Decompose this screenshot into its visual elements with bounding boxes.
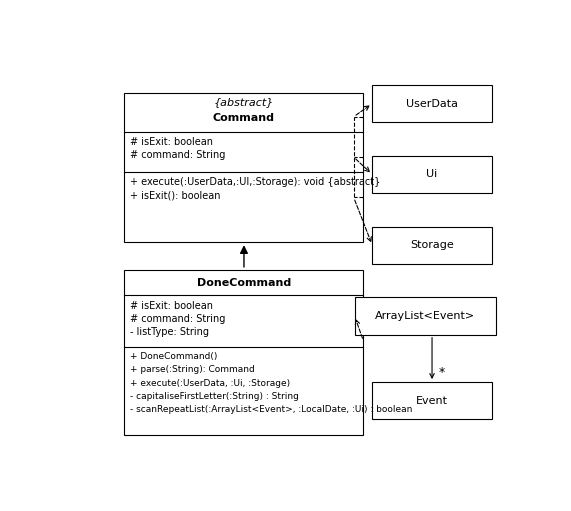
Text: - scanRepeatList(:ArrayList<Event>, :LocalDate, :Ui) : boolean: - scanRepeatList(:ArrayList<Event>, :Loc… (130, 405, 412, 414)
Text: {abstract}: {abstract} (214, 98, 274, 107)
Bar (372, 85, 492, 122)
Bar (124, 93, 364, 242)
Text: # isExit: boolean: # isExit: boolean (130, 137, 213, 147)
Text: Storage: Storage (410, 240, 454, 250)
Text: + execute(:UserData,:UI,:Storage): void {abstract}: + execute(:UserData,:UI,:Storage): void … (130, 177, 380, 187)
Text: # command: String: # command: String (130, 150, 225, 160)
Text: + execute(:UserData, :Ui, :Storage): + execute(:UserData, :Ui, :Storage) (130, 379, 290, 387)
Text: - listType: String: - listType: String (130, 328, 209, 337)
Bar (355, 297, 496, 335)
Text: + parse(:String): Command: + parse(:String): Command (130, 365, 255, 374)
Bar (372, 226, 492, 264)
Text: + isExit(): boolean: + isExit(): boolean (130, 191, 220, 200)
Bar (124, 270, 364, 435)
Text: *: * (439, 366, 445, 379)
Text: DoneCommand: DoneCommand (197, 277, 291, 288)
Text: # command: String: # command: String (130, 314, 225, 324)
Text: - capitaliseFirstLetter(:String) : String: - capitaliseFirstLetter(:String) : Strin… (130, 392, 299, 401)
Text: + DoneCommand(): + DoneCommand() (130, 352, 217, 361)
Bar (372, 382, 492, 420)
Text: Event: Event (416, 396, 448, 406)
Text: ArrayList<Event>: ArrayList<Event> (375, 311, 476, 321)
Text: Ui: Ui (427, 170, 437, 179)
Text: UserData: UserData (406, 99, 458, 109)
Bar (372, 156, 492, 193)
Text: Command: Command (213, 113, 275, 123)
Text: # isExit: boolean: # isExit: boolean (130, 300, 213, 311)
